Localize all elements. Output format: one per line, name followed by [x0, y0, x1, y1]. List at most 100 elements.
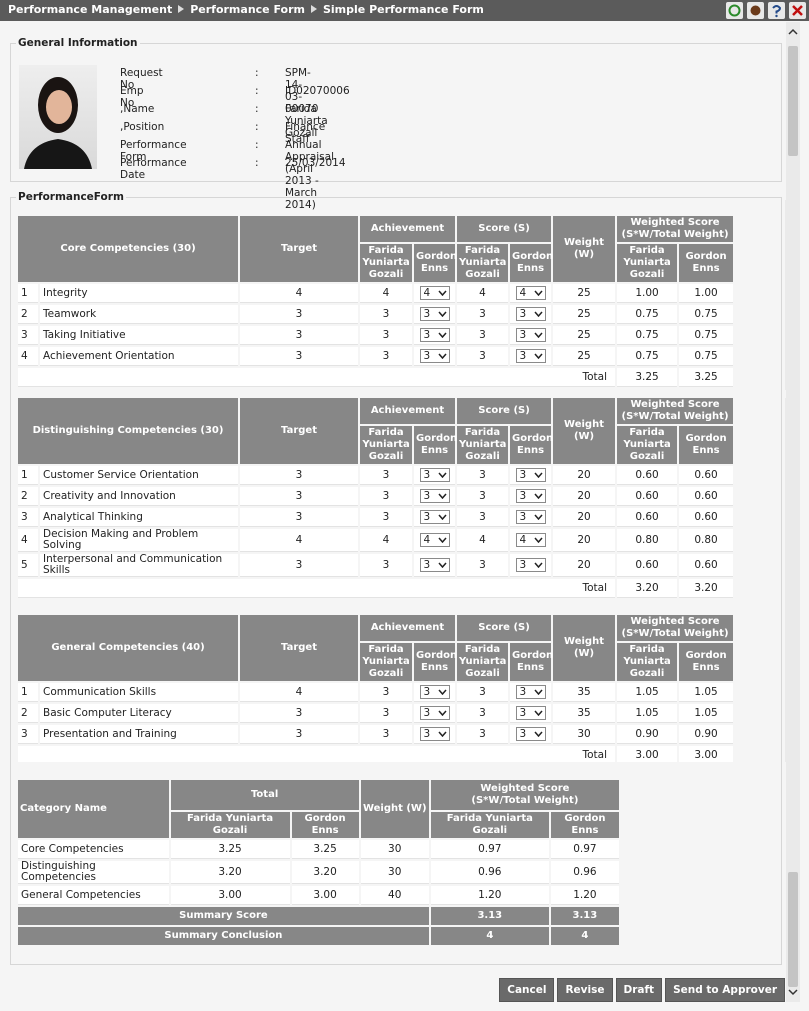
- score-select[interactable]: 3: [515, 510, 546, 524]
- score-select[interactable]: 3: [515, 727, 546, 741]
- total-value: 3.00: [617, 746, 678, 762]
- field-label: Request No: [120, 67, 163, 91]
- column-header: Gordon Enns: [679, 643, 734, 681]
- cell: 3: [240, 326, 359, 345]
- field-value: 25/03/2014: [285, 157, 346, 169]
- score-select[interactable]: 3: [419, 468, 450, 482]
- column-header: Weighted Score (S*W/Total Weight): [430, 780, 619, 810]
- cell: 1: [18, 683, 38, 702]
- cell: Taking Initiative: [40, 326, 239, 345]
- cell: 0.96: [430, 861, 549, 884]
- score-select[interactable]: 4: [515, 286, 546, 300]
- cell: 3: [360, 704, 413, 723]
- employee-photo: [19, 65, 97, 169]
- score-select[interactable]: 4: [419, 286, 450, 300]
- data-row: 2 Teamwork 3 3 3 3 3 25 0.75 0.75: [18, 305, 734, 324]
- cell: 3: [510, 326, 552, 345]
- cell: 0.60: [679, 466, 734, 485]
- score-select[interactable]: 3: [515, 489, 546, 503]
- score-select[interactable]: 3: [419, 328, 450, 342]
- score-select[interactable]: 3: [419, 706, 450, 720]
- cell: 25: [553, 305, 616, 324]
- score-select[interactable]: 3: [419, 349, 450, 363]
- score-select[interactable]: 3: [419, 685, 450, 699]
- cell: 3: [457, 305, 509, 324]
- cell: 3: [240, 487, 359, 506]
- cell: 3: [457, 683, 509, 702]
- score-select[interactable]: 3: [419, 558, 450, 572]
- breadcrumb-item[interactable]: Performance Management: [8, 3, 173, 16]
- cell: 3: [360, 347, 413, 366]
- score-select[interactable]: 4: [515, 533, 546, 547]
- scroll-region: Distinguishing Competencies (30) Target Ac…: [16, 396, 784, 762]
- column-header: Farida Yuniarta Gozali: [457, 244, 509, 282]
- cell: 2: [18, 305, 38, 324]
- cell: 3: [510, 683, 552, 702]
- cell: General Competencies: [18, 886, 169, 905]
- score-select[interactable]: 3: [419, 727, 450, 741]
- action-button[interactable]: Revise: [557, 978, 613, 1002]
- cell: 3: [414, 704, 456, 723]
- total-value: 3.25: [617, 368, 678, 387]
- data-row: General Competencies 3.00 3.00 40 1.20 1.20: [18, 886, 619, 905]
- cell: 3: [360, 725, 413, 744]
- action-button[interactable]: Draft: [615, 978, 663, 1002]
- data-row: Core Competencies 3.25 3.25 30 0.97 0.97: [18, 840, 619, 859]
- cell: 20: [553, 508, 616, 527]
- score-select[interactable]: 3: [419, 510, 450, 524]
- score-select[interactable]: 3: [419, 489, 450, 503]
- data-row: 2 Basic Computer Literacy 3 3 3 3 3 35 1.05 1.05: [18, 704, 734, 723]
- score-select[interactable]: 4: [419, 533, 450, 547]
- column-header: Weighted Score (S*W/Total Weight): [617, 216, 734, 242]
- header-text: (S*W/Total Weight): [471, 795, 579, 806]
- score-select[interactable]: 3: [515, 349, 546, 363]
- cell: 3: [510, 305, 552, 324]
- field-value: Farida Yuniarta Gozali: [285, 103, 328, 139]
- cell: 0.90: [617, 725, 678, 744]
- cell: 25: [553, 326, 616, 345]
- competency-table: Core Competencies (30) Target Achievement S…: [16, 214, 735, 389]
- score-select[interactable]: 3: [419, 307, 450, 321]
- header-text: Weighted Score: [630, 616, 720, 627]
- total-label: Total: [18, 746, 616, 762]
- refresh-icon[interactable]: [726, 2, 743, 19]
- field-separator: :: [255, 85, 259, 97]
- breadcrumb-item[interactable]: Simple Performance Form: [322, 3, 484, 16]
- scroll-region: Core Competencies (30) Target Achievement S…: [16, 214, 784, 390]
- section-title: General Information: [16, 37, 140, 49]
- data-row: 2 Creativity and Innovation 3 3 3 3 3 20 0.60 0.6…: [18, 487, 734, 506]
- cell: 20: [553, 529, 616, 552]
- total-value: 3.00: [679, 746, 734, 762]
- score-select[interactable]: 3: [515, 307, 546, 321]
- column-header: Gordon Enns: [510, 244, 553, 282]
- score-select[interactable]: 3: [515, 468, 546, 482]
- score-select[interactable]: 3: [515, 558, 546, 572]
- page-scrollbar[interactable]: [786, 22, 800, 1002]
- column-header: Farida Yuniarta Gozali: [617, 426, 678, 464]
- cell: 0.60: [617, 466, 678, 485]
- column-header: Score (S): [457, 398, 552, 424]
- cell: 3: [457, 508, 509, 527]
- field-separator: :: [255, 157, 259, 169]
- title-bar: Performance Management Performance Form Si…: [0, 0, 809, 21]
- breadcrumb-arrow: [310, 3, 317, 16]
- data-row: 5 Interpersonal and Communication Skills 3…: [18, 554, 734, 577]
- breadcrumb-item[interactable]: Performance Form: [190, 3, 305, 16]
- score-select[interactable]: 3: [515, 328, 546, 342]
- cell: 20: [553, 466, 616, 485]
- score-select[interactable]: 3: [515, 706, 546, 720]
- column-header: Total: [170, 780, 359, 810]
- cell: Achievement Orientation: [40, 347, 239, 366]
- action-button[interactable]: Send to Approver: [665, 978, 785, 1002]
- action-button[interactable]: Cancel: [499, 978, 555, 1002]
- cell: 4: [360, 529, 413, 552]
- score-select[interactable]: 3: [515, 685, 546, 699]
- cell: 4: [457, 529, 509, 552]
- cell: 3: [240, 704, 359, 723]
- summary-value: 4: [550, 927, 619, 945]
- cell: 20: [553, 487, 616, 506]
- field-value: ID02070006: [285, 85, 350, 97]
- cell: 4: [457, 284, 509, 303]
- cell: 3: [510, 466, 552, 485]
- cell: 1: [18, 466, 38, 485]
